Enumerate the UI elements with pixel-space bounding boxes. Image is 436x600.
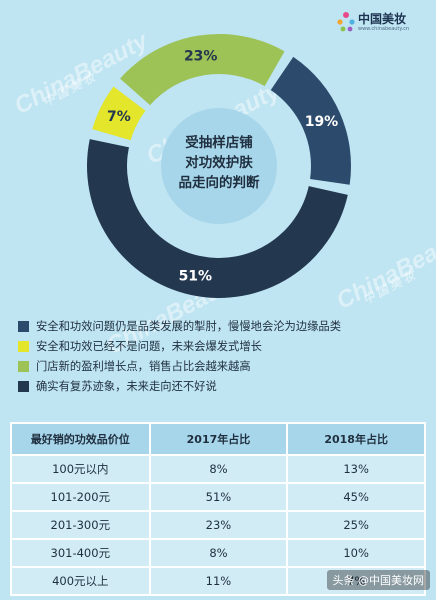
legend-item: 安全和功效问题仍是品类发展的掣肘，慢慢地会沦为边缘品类 xyxy=(18,316,428,336)
price-share-table: 最好销的功效品价位 2017年占比 2018年占比 100元以内 8% 13% … xyxy=(10,422,426,596)
table-cell: 301-400元 xyxy=(10,538,151,568)
brand-logo: 中国美妆 www.chinabeauty.cn xyxy=(336,8,422,38)
table-cell: 400元以上 xyxy=(10,566,151,596)
donut-slice xyxy=(86,139,348,299)
table-cell: 13% xyxy=(286,454,426,484)
chart-legend: 安全和功效问题仍是品类发展的掣肘，慢慢地会沦为边缘品类 安全和功效已经不是问题，… xyxy=(18,316,428,396)
center-circle xyxy=(161,108,277,224)
donut-slice xyxy=(120,34,285,106)
legend-label: 安全和功效已经不是问题，未来会爆发式增长 xyxy=(36,340,262,353)
chart-title-line: 受抽样店铺 xyxy=(185,134,253,151)
table-row: 301-400元 8% 10% xyxy=(10,538,426,568)
table-row: 201-300元 23% 25% xyxy=(10,510,426,540)
donut-svg: 19% 51% 7% 23% 受抽样店铺 对功效护肤 品走向的判断 xyxy=(86,34,351,299)
legend-item: 安全和功效已经不是问题，未来会爆发式增长 xyxy=(18,336,428,356)
legend-swatch xyxy=(18,360,29,372)
legend-label: 门店新的盈利增长点，销售占比会越来越高 xyxy=(36,360,251,373)
table-cell: 51% xyxy=(148,482,289,512)
legend-swatch xyxy=(18,340,29,352)
table-cell: 23% xyxy=(148,510,289,540)
table-cell: 7% xyxy=(286,566,426,596)
legend-label: 确实有复苏迹象，未来走向还不好说 xyxy=(36,380,217,393)
slice-label: 7% xyxy=(107,109,131,125)
legend-swatch xyxy=(18,380,29,392)
donut-chart: 19% 51% 7% 23% 受抽样店铺 对功效护肤 品走向的判断 xyxy=(86,34,351,299)
legend-swatch xyxy=(18,320,29,332)
table-header: 2017年占比 xyxy=(148,422,289,456)
star-logo-icon xyxy=(337,12,355,32)
table-row: 100元以内 8% 13% xyxy=(10,454,426,484)
table-cell: 201-300元 xyxy=(10,510,151,540)
table-row: 101-200元 51% 45% xyxy=(10,482,426,512)
legend-item: 确实有复苏迹象，未来走向还不好说 xyxy=(18,376,428,396)
brand-url: www.chinabeauty.cn xyxy=(358,26,410,32)
slice-label: 23% xyxy=(184,49,218,65)
table-cell: 10% xyxy=(286,538,426,568)
chart-title-line: 对功效护肤 xyxy=(185,154,253,171)
table-cell: 45% xyxy=(286,482,426,512)
table-cell: 101-200元 xyxy=(10,482,151,512)
table-header-row: 最好销的功效品价位 2017年占比 2018年占比 xyxy=(10,422,426,456)
table-cell: 25% xyxy=(286,510,426,540)
source-badge: 头条 @中国美妆网 xyxy=(326,570,430,590)
slice-label: 51% xyxy=(179,268,213,284)
legend-label: 安全和功效问题仍是品类发展的掣肘，慢慢地会沦为边缘品类 xyxy=(36,320,342,333)
brand-name: 中国美妆 xyxy=(358,12,407,26)
table-cell: 11% xyxy=(148,566,289,596)
table-cell: 100元以内 xyxy=(10,454,151,484)
donut-slice xyxy=(92,86,146,141)
table-row: 400元以上 11% 7% xyxy=(10,566,426,596)
table-cell: 8% xyxy=(148,454,289,484)
table-header: 2018年占比 xyxy=(286,422,426,456)
table-cell: 8% xyxy=(148,538,289,568)
legend-item: 门店新的盈利增长点，销售占比会越来越高 xyxy=(18,356,428,376)
table-header: 最好销的功效品价位 xyxy=(10,422,151,456)
slice-label: 19% xyxy=(305,114,339,130)
chart-title-line: 品走向的判断 xyxy=(179,174,260,191)
donut-slice xyxy=(270,56,351,185)
